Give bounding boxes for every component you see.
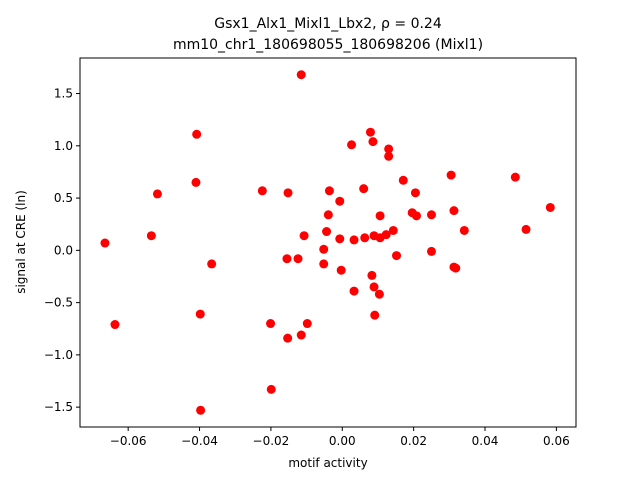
y-tick-label: −1.0 bbox=[44, 348, 73, 362]
x-axis-ticks: −0.06 −0.04 −0.02 0.00 0.02 0.04 0.06 bbox=[110, 427, 570, 448]
data-point bbox=[398, 175, 408, 185]
data-point bbox=[146, 231, 156, 241]
data-point bbox=[449, 206, 459, 216]
plot-frame bbox=[79, 57, 577, 428]
data-point bbox=[360, 233, 370, 243]
x-axis-label: motif activity bbox=[288, 456, 367, 470]
chart-title-line1: Gsx1_Alx1_Mixl1_Lbx2, ρ = 0.24 bbox=[214, 16, 442, 32]
data-point bbox=[322, 227, 332, 237]
data-point bbox=[545, 202, 555, 212]
data-point bbox=[336, 265, 346, 275]
x-tick-label: 0.06 bbox=[543, 434, 570, 448]
data-point bbox=[381, 230, 391, 240]
data-points bbox=[100, 70, 555, 415]
y-axis-label: signal at CRE (ln) bbox=[14, 190, 28, 294]
data-point bbox=[192, 129, 202, 139]
data-point bbox=[368, 137, 378, 147]
x-tick-label: −0.06 bbox=[110, 434, 147, 448]
y-tick-label: 1.0 bbox=[54, 139, 73, 153]
data-point bbox=[426, 210, 436, 220]
data-point bbox=[302, 319, 312, 329]
data-point bbox=[100, 238, 110, 248]
data-point bbox=[152, 189, 162, 199]
y-tick-label: 0.0 bbox=[54, 243, 73, 257]
data-point bbox=[191, 177, 201, 187]
data-point bbox=[510, 172, 520, 182]
data-point bbox=[410, 188, 420, 198]
data-point bbox=[375, 211, 385, 221]
data-point bbox=[257, 186, 267, 196]
data-point bbox=[335, 196, 345, 206]
data-point bbox=[299, 231, 309, 241]
data-point bbox=[196, 405, 206, 415]
x-tick-label: 0.04 bbox=[472, 434, 499, 448]
data-point bbox=[370, 310, 380, 320]
data-point bbox=[323, 210, 333, 220]
data-point bbox=[451, 263, 461, 273]
data-point bbox=[426, 246, 436, 256]
data-point bbox=[335, 234, 345, 244]
data-point bbox=[521, 224, 531, 234]
x-tick-label: 0.00 bbox=[329, 434, 356, 448]
data-point bbox=[282, 254, 292, 264]
data-point bbox=[319, 259, 329, 269]
data-point bbox=[266, 319, 276, 329]
data-point bbox=[384, 144, 394, 154]
data-point bbox=[374, 289, 384, 299]
data-point bbox=[283, 188, 293, 198]
data-point bbox=[367, 270, 377, 280]
data-point bbox=[266, 384, 276, 394]
data-point bbox=[319, 244, 329, 254]
x-tick-label: −0.04 bbox=[181, 434, 218, 448]
x-tick-label: 0.02 bbox=[400, 434, 427, 448]
data-point bbox=[195, 309, 205, 319]
y-tick-label: 1.5 bbox=[54, 87, 73, 101]
data-point bbox=[384, 151, 394, 161]
chart-title-line2: mm10_chr1_180698055_180698206 (Mixl1) bbox=[173, 37, 483, 53]
data-point bbox=[283, 333, 293, 343]
data-point bbox=[207, 259, 217, 269]
data-point bbox=[296, 330, 306, 340]
data-point bbox=[369, 282, 379, 292]
data-point bbox=[365, 127, 375, 137]
data-point bbox=[347, 140, 357, 150]
data-point bbox=[349, 235, 359, 245]
data-point bbox=[392, 251, 402, 261]
data-point bbox=[459, 225, 469, 235]
data-point bbox=[411, 211, 421, 221]
y-tick-label: 0.5 bbox=[54, 191, 73, 205]
data-point bbox=[446, 170, 456, 180]
y-tick-label: −0.5 bbox=[44, 296, 73, 310]
data-point bbox=[349, 286, 359, 296]
data-point bbox=[296, 70, 306, 80]
data-point bbox=[388, 225, 398, 235]
data-point bbox=[359, 184, 369, 194]
y-axis-ticks: −1.5 −1.0 −0.5 0.0 0.5 1.0 1.5 bbox=[44, 87, 80, 414]
data-point bbox=[110, 320, 120, 330]
x-tick-label: −0.02 bbox=[253, 434, 290, 448]
data-point bbox=[324, 186, 334, 196]
data-point bbox=[293, 254, 303, 264]
y-tick-label: −1.5 bbox=[44, 400, 73, 414]
